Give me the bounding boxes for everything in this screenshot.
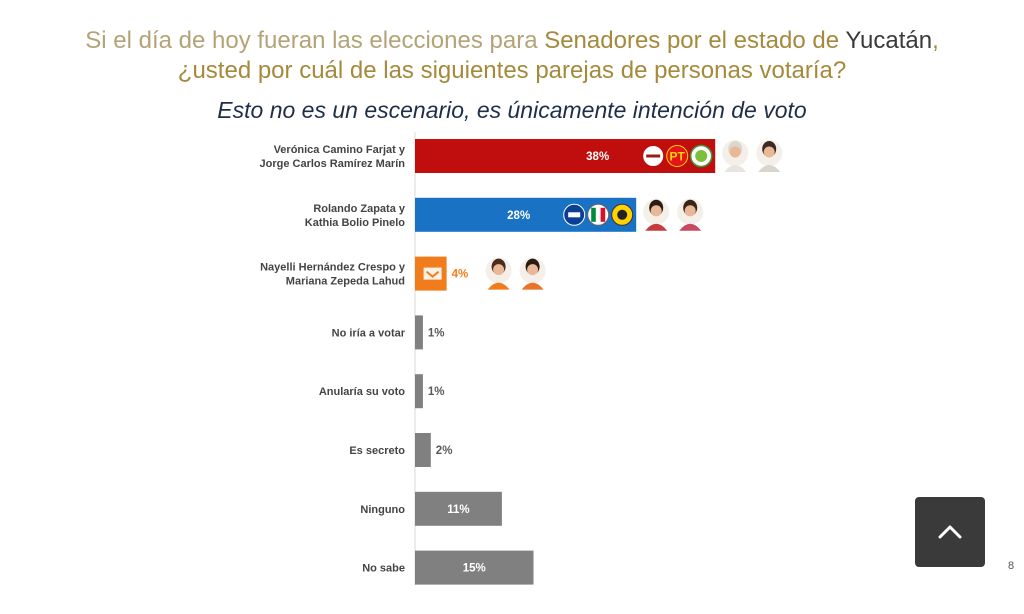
title-part-4: , [932, 27, 939, 54]
candidate-photo [643, 198, 670, 231]
chart-subtitle: Esto no es un escenario, es únicamente i… [217, 97, 807, 123]
category-label: Es secreto [349, 445, 405, 457]
bar-group: Ninguno 11% [360, 491, 502, 526]
candidate-photo [756, 140, 783, 172]
category-label: No sabe [362, 563, 405, 575]
pan-logo [563, 203, 586, 226]
scroll-top-button[interactable] [915, 497, 985, 567]
title-part-2: Senadores por el estado de [544, 27, 846, 54]
candidate-photo [485, 257, 512, 290]
category-label: Kathia Bolio Pinelo [305, 217, 406, 229]
title-part-3: Yucatán [845, 27, 933, 54]
title-part-1: Si el día de hoy fueran las elecciones p… [85, 27, 545, 54]
title-line-2: ¿usted por cuál de las siguientes pareja… [177, 57, 847, 84]
chart-title: Si el día de hoy fueran las elecciones p… [0, 26, 1024, 86]
value-label: 2% [436, 445, 453, 457]
bar-group: Anularía su voto 1% [319, 374, 445, 409]
value-label: 15% [463, 563, 486, 575]
category-label: Mariana Zepeda Lahud [286, 276, 405, 288]
value-label: 4% [452, 269, 469, 281]
candidate-photo [722, 140, 749, 172]
value-label: 28% [507, 210, 530, 222]
prd-logo [611, 203, 634, 226]
category-label: Jorge Carlos Ramírez Marín [260, 158, 406, 170]
bar-group: Verónica Camino Farjat y Jorge Carlos Ram… [260, 135, 785, 175]
bar [415, 491, 502, 526]
bar-group: No iría a votar 1% [332, 315, 445, 350]
bar [415, 550, 534, 585]
morena-logo [642, 145, 665, 167]
bar-group: Rolando Zapata y Kathia Bolio Pinelo 28% [305, 193, 706, 234]
value-label: 38% [586, 151, 609, 163]
category-label: Nayelli Hernández Crespo y [260, 262, 406, 274]
category-label: Verónica Camino Farjat y [274, 144, 406, 156]
page-number: 8 [1008, 560, 1015, 572]
chevron-up-icon [938, 525, 962, 539]
pt-logo-text: PT [670, 150, 686, 164]
value-label: 1% [428, 386, 445, 398]
category-label: Rolando Zapata y [313, 203, 406, 215]
bar [415, 374, 423, 409]
bar-group: Es secreto 2% [349, 433, 452, 467]
bar-group: Nayelli Hernández Crespo y Mariana Zepeda… [260, 252, 548, 293]
value-label: 11% [447, 504, 469, 516]
pvem-logo [689, 144, 713, 168]
bar [415, 315, 423, 350]
candidate-photo [677, 198, 704, 231]
bar [415, 433, 431, 467]
pt-logo: PT [666, 145, 689, 167]
candidate-photo [519, 257, 546, 290]
value-label: 1% [428, 327, 445, 339]
mc-logo [423, 267, 442, 280]
category-label: No iría a votar [332, 327, 406, 339]
pri-logo [587, 203, 610, 226]
category-label: Anularía su voto [319, 386, 405, 398]
bar-group: No sabe 15% [362, 550, 534, 585]
bar [415, 139, 716, 173]
category-label: Ninguno [360, 504, 405, 516]
